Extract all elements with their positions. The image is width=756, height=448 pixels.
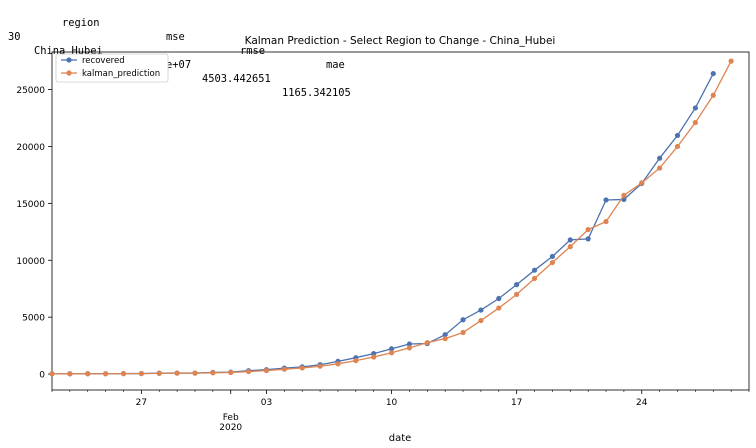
legend-label: recovered bbox=[82, 56, 125, 66]
legend-marker bbox=[66, 57, 72, 63]
data-point bbox=[496, 305, 502, 311]
data-point bbox=[138, 370, 144, 377]
legend: recovered kalman_prediction bbox=[55, 53, 169, 83]
series-line bbox=[51, 60, 732, 375]
data-point bbox=[567, 237, 573, 243]
data-point bbox=[388, 350, 395, 356]
y-tick-label: 5000 bbox=[22, 314, 45, 324]
data-point bbox=[442, 336, 448, 342]
data-point bbox=[603, 197, 609, 203]
data-point bbox=[174, 370, 180, 376]
x-tick-label: 03 bbox=[261, 398, 272, 408]
data-point bbox=[103, 371, 109, 377]
data-point bbox=[710, 92, 716, 98]
data-point bbox=[478, 307, 484, 313]
series-line bbox=[52, 73, 714, 375]
x-month-label: Feb bbox=[223, 413, 239, 423]
data-point bbox=[549, 253, 556, 260]
data-point bbox=[263, 367, 270, 374]
data-point bbox=[120, 371, 127, 377]
x-tick-label: 10 bbox=[386, 398, 398, 408]
data-point bbox=[657, 165, 663, 171]
series-recovered bbox=[49, 70, 716, 377]
chart-title: Kalman Prediction - Select Region to Cha… bbox=[245, 35, 556, 47]
data-point bbox=[585, 226, 591, 233]
column-header-region: region bbox=[62, 17, 100, 29]
cell-rmse: 4503.442651 bbox=[202, 73, 271, 85]
data-point bbox=[388, 346, 395, 352]
y-tick-label: 25000 bbox=[16, 86, 45, 96]
data-point bbox=[621, 192, 627, 198]
dataframe-header: region mse rmse mae bbox=[0, 2, 345, 86]
x-tick-label: 24 bbox=[636, 398, 648, 408]
row-index: 30 bbox=[8, 31, 21, 43]
data-point bbox=[406, 345, 413, 351]
data-point bbox=[192, 370, 198, 376]
plot-area bbox=[51, 51, 750, 391]
data-point bbox=[85, 371, 91, 377]
series-layer bbox=[49, 58, 734, 377]
data-point bbox=[335, 361, 341, 367]
data-point bbox=[245, 368, 252, 375]
data-point bbox=[514, 291, 520, 297]
legend-box bbox=[55, 53, 169, 83]
column-header-rmse: rmse bbox=[240, 45, 266, 57]
data-point bbox=[460, 317, 466, 323]
y-tick-label: 20000 bbox=[16, 143, 45, 153]
data-point bbox=[371, 354, 377, 360]
data-point bbox=[317, 363, 323, 369]
data-point bbox=[281, 366, 287, 372]
data-point bbox=[674, 143, 681, 150]
data-point bbox=[603, 218, 609, 225]
data-point bbox=[514, 281, 520, 288]
data-point bbox=[67, 371, 73, 377]
data-point bbox=[692, 105, 698, 111]
data-point bbox=[639, 180, 645, 186]
data-point bbox=[156, 370, 162, 376]
data-point bbox=[442, 332, 448, 338]
data-point bbox=[210, 370, 216, 376]
data-point bbox=[49, 371, 55, 377]
series-kalman_prediction bbox=[49, 58, 734, 377]
data-point bbox=[692, 119, 698, 126]
data-point bbox=[496, 295, 502, 302]
legend-label: kalman_prediction bbox=[82, 69, 160, 79]
column-header-mse: mse bbox=[166, 31, 185, 43]
data-point bbox=[353, 358, 359, 364]
x-tick-label: 27 bbox=[136, 398, 147, 408]
y-tick-label: 15000 bbox=[16, 200, 45, 210]
data-point bbox=[424, 340, 430, 346]
data-point bbox=[585, 236, 591, 242]
column-header-mae: mae bbox=[326, 59, 345, 71]
y-axis: 0 5000 10000 15000 20000 25000 bbox=[16, 86, 52, 381]
data-point bbox=[728, 58, 734, 64]
y-tick-label: 0 bbox=[39, 371, 45, 381]
data-point bbox=[228, 369, 234, 376]
data-point bbox=[299, 365, 305, 371]
data-point bbox=[710, 70, 716, 77]
data-point bbox=[674, 132, 681, 139]
x-year-label: 2020 bbox=[219, 423, 242, 433]
cell-mae: 1165.342105 bbox=[282, 87, 351, 99]
data-point bbox=[531, 267, 538, 273]
data-point bbox=[406, 341, 413, 347]
data-point bbox=[531, 275, 538, 282]
legend-marker bbox=[66, 70, 72, 76]
x-axis-label: date bbox=[389, 433, 412, 444]
data-point bbox=[657, 155, 663, 161]
y-tick-label: 10000 bbox=[16, 257, 45, 267]
data-point bbox=[460, 329, 466, 336]
data-point bbox=[478, 317, 484, 324]
x-tick-label: 17 bbox=[511, 398, 522, 408]
data-point bbox=[549, 259, 556, 266]
data-point bbox=[567, 244, 573, 250]
